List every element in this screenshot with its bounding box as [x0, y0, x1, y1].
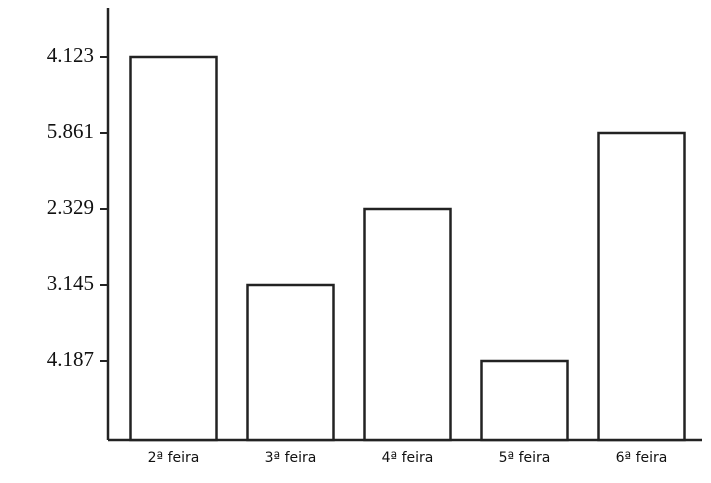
x-tick-label: 3ª feira	[265, 450, 317, 466]
bar	[363, 207, 452, 442]
bar	[480, 359, 569, 442]
bar	[597, 131, 686, 442]
y-tick-label: 2.329	[47, 195, 94, 219]
y-tick-label: 5.861	[47, 119, 94, 143]
bar	[246, 283, 335, 442]
y-tick-label: 4.123	[47, 43, 94, 67]
y-tick-label: 3.145	[47, 271, 94, 295]
x-tick-label: 4ª feira	[382, 450, 434, 466]
x-tick-label: 6ª feira	[616, 450, 668, 466]
x-tick-label: 2ª feira	[148, 450, 200, 466]
bar	[129, 55, 218, 442]
x-tick-label: 5ª feira	[499, 450, 551, 466]
y-tick-label: 4.187	[47, 347, 94, 371]
